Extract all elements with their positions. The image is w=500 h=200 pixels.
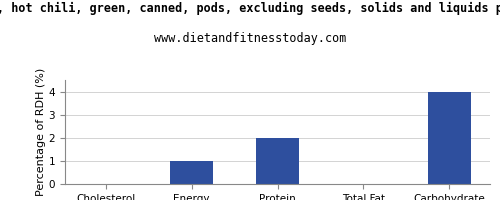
Bar [256, 138, 299, 184]
Y-axis label: Percentage of RDH (%): Percentage of RDH (%) [36, 68, 46, 196]
Text: , hot chili, green, canned, pods, excluding seeds, solids and liquids p: , hot chili, green, canned, pods, exclud… [0, 2, 500, 15]
Bar [170, 161, 213, 184]
Text: www.dietandfitnesstoday.com: www.dietandfitnesstoday.com [154, 32, 346, 45]
Bar [428, 92, 470, 184]
